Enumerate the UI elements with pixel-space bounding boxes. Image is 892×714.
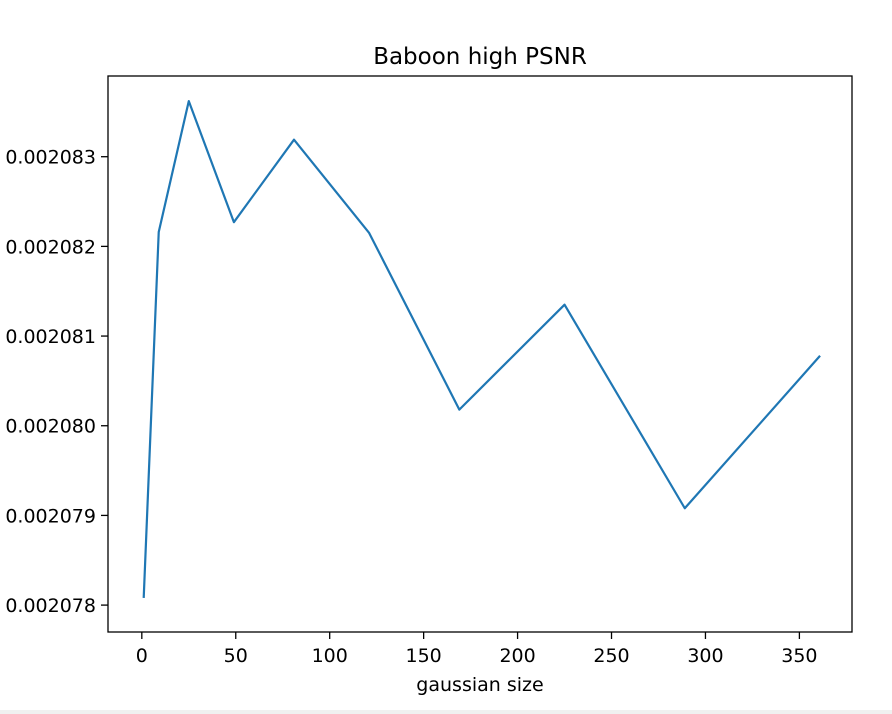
x-tick-label: 200 — [499, 645, 535, 667]
x-axis-ticks: 0 50 100 150 200 250 300 350 — [136, 632, 818, 667]
x-axis-label: gaussian size — [416, 674, 543, 696]
series-line-0 — [142, 100, 821, 598]
x-tick-label: 100 — [312, 645, 348, 667]
x-tick-label: 350 — [781, 645, 817, 667]
y-axis-ticks: 0.002078 0.002079 0.002080 0.002081 0.002082… — [5, 147, 108, 617]
x-tick-label: 0 — [136, 645, 148, 667]
y-tick-label: 0.002079 — [5, 505, 96, 527]
x-tick-label: 300 — [687, 645, 723, 667]
plot-area-frame — [107, 75, 853, 633]
x-tick-label: 50 — [224, 645, 248, 667]
y-tick-label: 0.002081 — [5, 326, 96, 348]
chart-title: Baboon high PSNR — [373, 44, 587, 70]
y-tick-label: 0.002078 — [5, 595, 96, 617]
x-tick-label: 250 — [593, 645, 629, 667]
y-tick-label: 0.002080 — [5, 416, 96, 438]
y-tick-label: 0.002083 — [5, 147, 96, 169]
series-layer — [142, 100, 821, 598]
y-tick-label: 0.002082 — [5, 236, 96, 258]
window-bottom-edge — [0, 710, 892, 714]
x-tick-label: 150 — [406, 645, 442, 667]
